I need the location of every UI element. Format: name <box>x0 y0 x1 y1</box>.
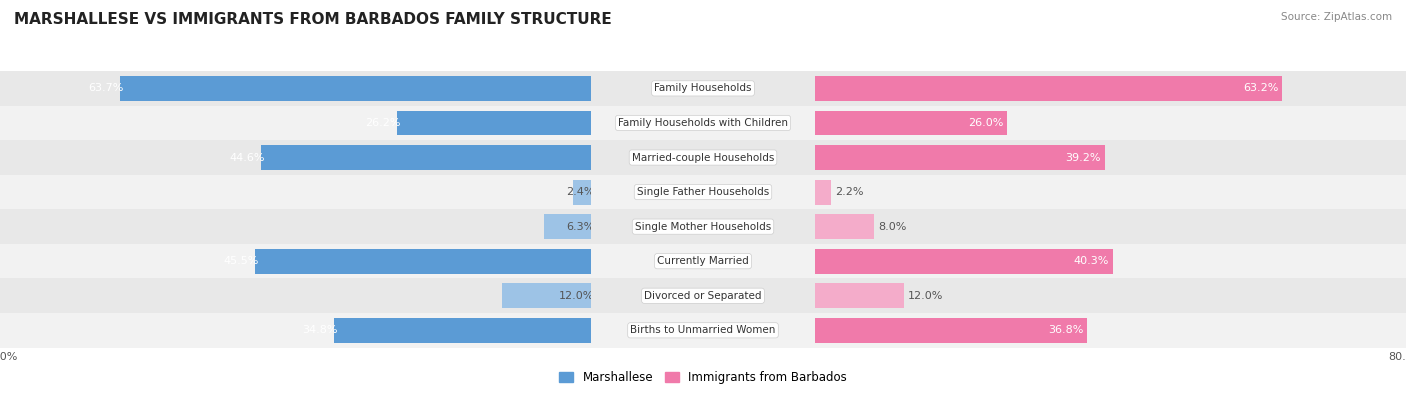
Bar <box>0 71 1406 106</box>
Text: 12.0%: 12.0% <box>907 291 943 301</box>
Bar <box>815 318 1087 343</box>
Bar <box>225 175 1406 209</box>
Text: Source: ZipAtlas.com: Source: ZipAtlas.com <box>1281 12 1392 22</box>
Bar <box>225 140 1406 175</box>
Text: 2.2%: 2.2% <box>835 187 863 197</box>
Text: Births to Unmarried Women: Births to Unmarried Women <box>630 325 776 335</box>
Bar <box>262 145 591 170</box>
Bar <box>225 106 1406 140</box>
Text: 26.0%: 26.0% <box>969 118 1004 128</box>
Bar <box>225 278 1406 313</box>
Bar <box>815 214 875 239</box>
Bar <box>815 283 904 308</box>
Bar <box>0 209 1181 244</box>
Bar <box>815 76 1282 101</box>
Bar <box>0 175 1181 209</box>
Text: Family Households: Family Households <box>654 83 752 93</box>
Text: Family Households with Children: Family Households with Children <box>619 118 787 128</box>
Text: Currently Married: Currently Married <box>657 256 749 266</box>
Bar <box>815 145 1105 170</box>
Bar <box>0 244 1181 278</box>
Bar <box>225 313 1406 348</box>
Text: 45.5%: 45.5% <box>224 256 259 266</box>
Text: 12.0%: 12.0% <box>560 291 595 301</box>
Bar <box>0 140 1406 175</box>
Bar <box>225 71 1406 106</box>
Text: MARSHALLESE VS IMMIGRANTS FROM BARBADOS FAMILY STRUCTURE: MARSHALLESE VS IMMIGRANTS FROM BARBADOS … <box>14 12 612 27</box>
Text: 2.4%: 2.4% <box>567 187 595 197</box>
Bar <box>0 278 1181 313</box>
Bar <box>0 106 1181 140</box>
Bar <box>225 244 1406 278</box>
Text: 6.3%: 6.3% <box>567 222 595 231</box>
Bar <box>398 111 591 135</box>
Bar <box>815 249 1112 274</box>
Bar <box>0 244 1406 278</box>
Bar <box>333 318 591 343</box>
Text: 40.3%: 40.3% <box>1074 256 1109 266</box>
Legend: Marshallese, Immigrants from Barbados: Marshallese, Immigrants from Barbados <box>554 367 852 389</box>
Bar <box>0 278 1406 313</box>
Bar <box>0 106 1406 140</box>
Bar <box>544 214 591 239</box>
Bar <box>254 249 591 274</box>
Bar <box>0 140 1181 175</box>
Bar <box>225 209 1406 244</box>
Text: Single Mother Households: Single Mother Households <box>636 222 770 231</box>
Text: 63.2%: 63.2% <box>1243 83 1278 93</box>
Bar <box>0 209 1406 244</box>
Bar <box>574 180 591 205</box>
Text: 34.8%: 34.8% <box>302 325 337 335</box>
Text: 26.2%: 26.2% <box>366 118 401 128</box>
Bar <box>815 111 1007 135</box>
Text: 36.8%: 36.8% <box>1047 325 1083 335</box>
Text: 8.0%: 8.0% <box>877 222 907 231</box>
Bar <box>0 313 1406 348</box>
Text: 63.7%: 63.7% <box>89 83 124 93</box>
Text: Divorced or Separated: Divorced or Separated <box>644 291 762 301</box>
Bar <box>121 76 591 101</box>
Bar <box>0 71 1181 106</box>
Bar <box>0 313 1181 348</box>
Text: Married-couple Households: Married-couple Households <box>631 152 775 162</box>
Bar <box>502 283 591 308</box>
Bar <box>815 180 831 205</box>
Text: 39.2%: 39.2% <box>1066 152 1101 162</box>
Text: 44.6%: 44.6% <box>229 152 266 162</box>
Text: Single Father Households: Single Father Households <box>637 187 769 197</box>
Bar <box>0 175 1406 209</box>
